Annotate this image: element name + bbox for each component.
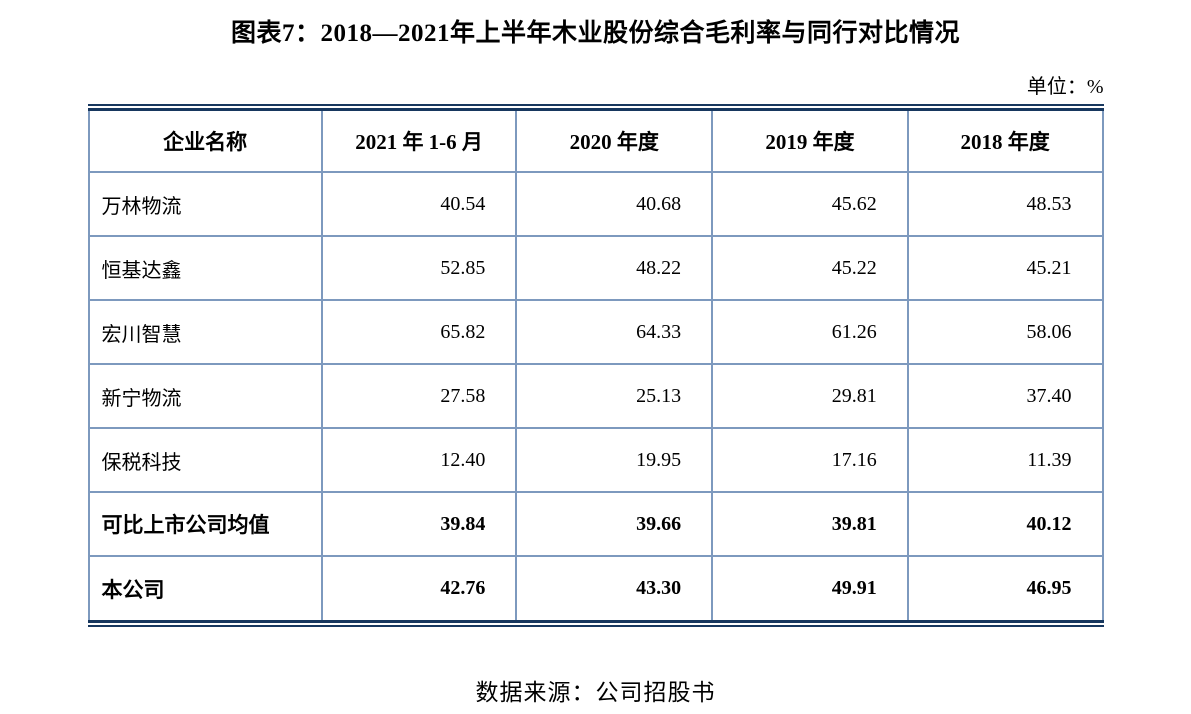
margin-value-cell: 46.95 (906, 555, 1104, 620)
margin-value-cell: 42.76 (320, 555, 518, 620)
margin-value-cell: 45.62 (711, 171, 909, 237)
table-bottom-rule-thin (87, 625, 1104, 627)
gross-margin-comparison-table: 企业名称 2021 年 1-6 月 2020 年度 2019 年度 2018 年… (87, 111, 1104, 620)
column-header-2018: 2018 年度 (906, 111, 1104, 173)
margin-value-cell: 64.33 (515, 299, 714, 365)
table-row: 保税科技 12.40 19.95 17.16 11.39 (87, 427, 1104, 493)
column-header-2020: 2020 年度 (515, 111, 714, 173)
margin-value-cell: 58.06 (906, 299, 1104, 365)
margin-value-cell: 52.85 (320, 235, 518, 301)
margin-value-cell: 43.30 (515, 555, 714, 620)
margin-value-cell: 48.53 (906, 171, 1104, 237)
margin-value-cell: 27.58 (320, 363, 518, 429)
margin-value-cell: 48.22 (515, 235, 714, 301)
table-row: 宏川智慧 65.82 64.33 61.26 58.06 (87, 299, 1104, 365)
company-name-cell: 万林物流 (87, 171, 323, 237)
margin-value-cell: 39.84 (320, 491, 518, 557)
column-header-2019: 2019 年度 (711, 111, 909, 173)
table-row: 本公司 42.76 43.30 49.91 46.95 (87, 555, 1104, 620)
column-header-company: 企业名称 (87, 111, 323, 173)
margin-value-cell: 61.26 (711, 299, 909, 365)
comparison-table-container: 企业名称 2021 年 1-6 月 2020 年度 2019 年度 2018 年… (87, 104, 1104, 627)
margin-value-cell: 19.95 (515, 427, 714, 493)
table-top-rule-thin (87, 104, 1104, 106)
margin-value-cell: 39.81 (711, 491, 909, 557)
company-name-cell: 新宁物流 (87, 363, 323, 429)
table-row: 恒基达鑫 52.85 48.22 45.22 45.21 (87, 235, 1104, 301)
table-bottom-rule-thick (87, 620, 1104, 623)
margin-value-cell: 29.81 (711, 363, 909, 429)
table-header-row: 企业名称 2021 年 1-6 月 2020 年度 2019 年度 2018 年… (87, 111, 1104, 173)
margin-value-cell: 45.22 (711, 235, 909, 301)
margin-value-cell: 65.82 (320, 299, 518, 365)
margin-value-cell: 12.40 (320, 427, 518, 493)
column-header-2021h1: 2021 年 1-6 月 (320, 111, 518, 173)
margin-value-cell: 40.54 (320, 171, 518, 237)
table-top-rule-thick (87, 108, 1104, 111)
margin-value-cell: 25.13 (515, 363, 714, 429)
margin-value-cell: 45.21 (906, 235, 1104, 301)
table-row: 可比上市公司均值 39.84 39.66 39.81 40.12 (87, 491, 1104, 557)
table-body: 万林物流 40.54 40.68 45.62 48.53 恒基达鑫 52.85 48.22 45… (87, 171, 1104, 620)
margin-value-cell: 40.68 (515, 171, 714, 237)
table-row: 新宁物流 27.58 25.13 29.81 37.40 (87, 363, 1104, 429)
company-name-cell: 保税科技 (87, 427, 323, 493)
margin-value-cell: 37.40 (906, 363, 1104, 429)
company-name-cell: 宏川智慧 (87, 299, 323, 365)
company-name-cell: 恒基达鑫 (87, 235, 323, 301)
figure-title: 图表7：2018—2021年上半年木业股份综合毛利率与同行对比情况 (230, 20, 960, 47)
margin-value-cell: 49.91 (711, 555, 909, 620)
margin-value-cell: 40.12 (906, 491, 1104, 557)
margin-value-cell: 39.66 (515, 491, 714, 557)
margin-value-cell: 11.39 (906, 427, 1104, 493)
unit-label: 单位：% (1026, 76, 1104, 98)
company-name-cell: 本公司 (87, 555, 323, 620)
margin-value-cell: 17.16 (711, 427, 909, 493)
company-name-cell: 可比上市公司均值 (87, 491, 323, 557)
table-row: 万林物流 40.54 40.68 45.62 48.53 (87, 171, 1104, 237)
data-source-note: 数据来源：公司招股书 (475, 680, 716, 705)
